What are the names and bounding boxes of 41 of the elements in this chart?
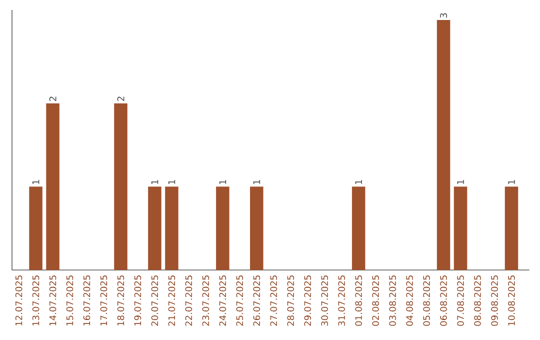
- x-tick-label: 28.07.2025: [287, 275, 294, 326]
- x-tick-label: 02.08.2025: [372, 275, 379, 326]
- x-tick-label: 07.08.2025: [457, 275, 464, 326]
- x-tick-label: 29.07.2025: [304, 275, 312, 326]
- x-tick-label: 10.08.2025: [508, 275, 515, 326]
- x-tick-label: 05.08.2025: [423, 275, 430, 326]
- data-label: 1: [32, 180, 40, 184]
- data-label: 1: [355, 180, 362, 184]
- data-label: 1: [219, 180, 226, 184]
- x-tick-label: 01.08.2025: [355, 275, 362, 326]
- x-tick-label: 16.07.2025: [83, 275, 90, 326]
- x-tick-label: 08.08.2025: [474, 275, 481, 326]
- data-label: 1: [253, 180, 260, 184]
- x-tick-label: 21.07.2025: [168, 275, 176, 326]
- x-tick-label: 26.07.2025: [253, 275, 260, 326]
- data-label: 1: [151, 180, 158, 184]
- data-label: 1: [168, 180, 176, 184]
- x-tick-label: 14.07.2025: [49, 275, 56, 326]
- x-tick-label: 25.07.2025: [236, 275, 244, 326]
- x-tick-label: 18.07.2025: [117, 275, 124, 326]
- x-tick-label: 30.07.2025: [321, 275, 328, 326]
- x-tick-label: 31.07.2025: [338, 275, 346, 326]
- x-tick-label: 19.07.2025: [134, 275, 142, 326]
- data-label: 1: [508, 180, 515, 184]
- x-tick-label: 12.07.2025: [15, 275, 22, 326]
- data-label: 1: [457, 180, 464, 184]
- x-tick-label: 22.07.2025: [185, 275, 192, 326]
- x-tick-label: 13.07.2025: [32, 275, 40, 326]
- x-tick-label: 09.08.2025: [491, 275, 498, 326]
- data-label: 2: [117, 96, 124, 102]
- x-tick-label: 23.07.2025: [202, 275, 210, 326]
- x-tick-label: 04.08.2025: [406, 275, 413, 326]
- x-tick-label: 15.07.2025: [66, 275, 74, 326]
- x-tick-label: 20.07.2025: [151, 275, 158, 326]
- data-label: 3: [440, 13, 448, 18]
- x-tick-label: 06.08.2025: [440, 275, 447, 326]
- x-tick-label: 27.07.2025: [270, 275, 278, 326]
- x-tick-label: 03.08.2025: [389, 275, 396, 326]
- x-tick-label: 24.07.2025: [219, 275, 226, 326]
- data-label: 2: [49, 96, 56, 102]
- x-tick-label: 17.07.2025: [100, 275, 108, 326]
